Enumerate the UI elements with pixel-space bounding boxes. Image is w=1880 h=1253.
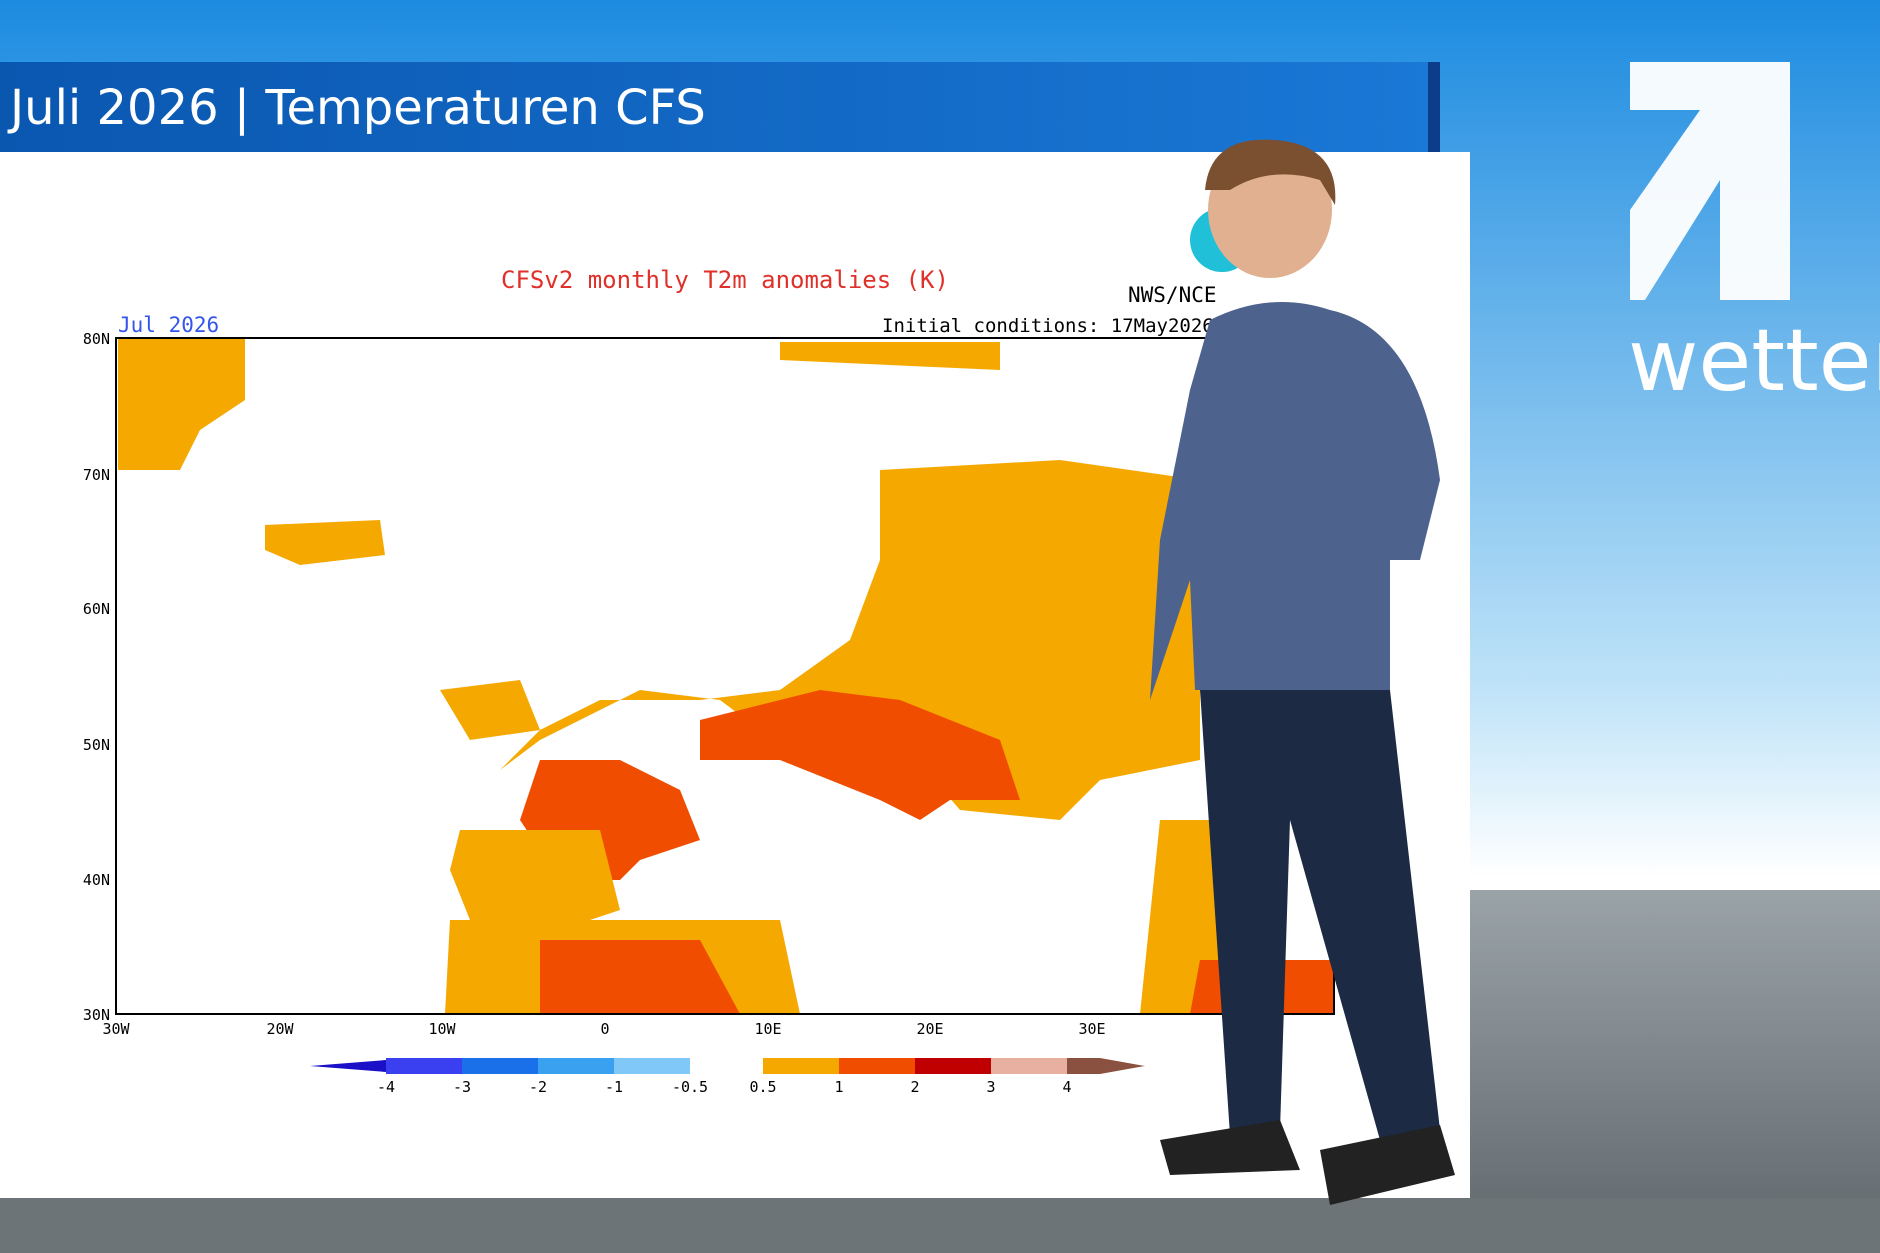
legend-label: 4 <box>1062 1078 1071 1096</box>
floor <box>1470 890 1880 1253</box>
initial-conditions: Initial conditions: 17May2026-2 <box>882 315 1237 337</box>
lat-labels: 80N 70N 60N 50N 40N 30N <box>83 330 110 1024</box>
lon-label: 20W <box>266 1020 294 1038</box>
lon-label: 10E <box>754 1020 781 1038</box>
lat-label: 40N <box>83 871 110 889</box>
lon-label: 20E <box>916 1020 943 1038</box>
title: Juli 2026 | Temperaturen CFS <box>7 80 706 136</box>
legend-label: 3 <box>986 1078 995 1096</box>
legend-label: 0.5 <box>749 1078 776 1096</box>
legend-labels: -4 -3 -2 -1 -0.5 0.5 1 2 3 4 <box>377 1078 1072 1096</box>
lat-label: 60N <box>83 600 110 618</box>
lat-label: 80N <box>83 330 110 348</box>
floor-front <box>0 1198 1880 1253</box>
map-source: NWS/NCE <box>1128 283 1217 307</box>
legend-label: -0.5 <box>672 1078 708 1096</box>
lon-label: 10W <box>428 1020 456 1038</box>
legend-label: -3 <box>453 1078 471 1096</box>
legend-label: 2 <box>910 1078 919 1096</box>
lon-label: 30E <box>1078 1020 1105 1038</box>
legend-label: 1 <box>834 1078 843 1096</box>
legend-label: -1 <box>605 1078 623 1096</box>
lat-label: 70N <box>83 466 110 484</box>
lon-label: 0 <box>600 1020 609 1038</box>
logo-mark <box>1630 62 1790 300</box>
lon-label: 30W <box>102 1020 130 1038</box>
logo-text: wetter. <box>1628 311 1880 411</box>
colorbar <box>310 1058 1145 1074</box>
lat-label: 50N <box>83 736 110 754</box>
lat-label: 30N <box>83 1006 110 1024</box>
legend-label: -2 <box>529 1078 547 1096</box>
map-title: CFSv2 monthly T2m anomalies (K) <box>501 266 949 294</box>
map-month: Jul 2026 <box>118 313 219 337</box>
title-bar <box>0 62 1440 152</box>
presenter <box>1150 139 1455 1205</box>
legend-label: -4 <box>377 1078 395 1096</box>
title-bar-edge <box>1428 62 1440 152</box>
